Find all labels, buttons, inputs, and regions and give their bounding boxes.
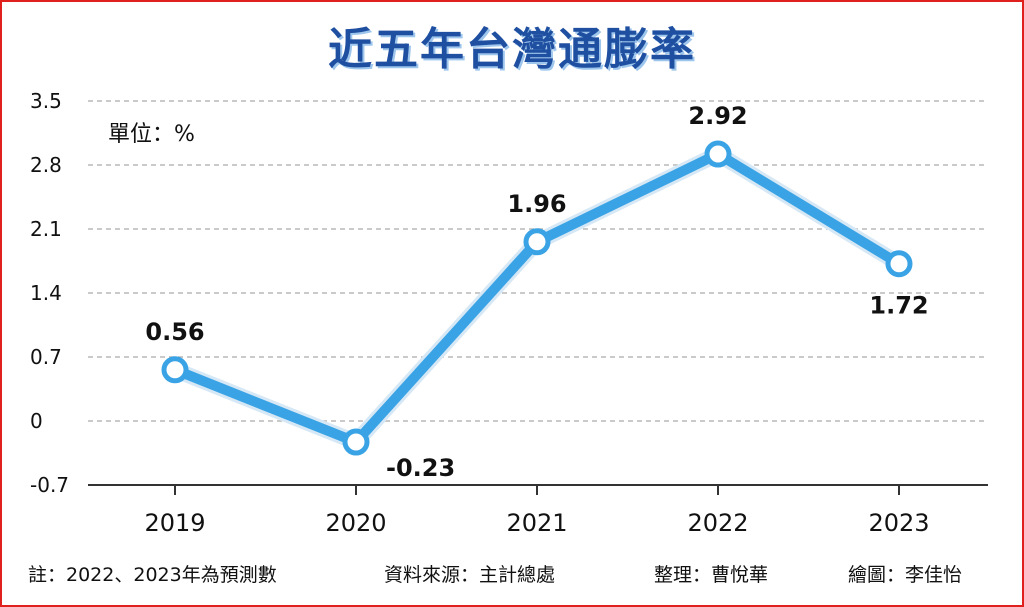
data-label: 2.92: [688, 102, 747, 130]
footer-illustrator: 繪圖：李佳怡: [848, 564, 963, 586]
y-tick-label: -0.7: [30, 473, 69, 497]
x-tick-labels: 2019 2020 2021 2022 2023: [144, 509, 929, 537]
footer-editor: 整理：曹悅華: [654, 564, 769, 586]
data-point: [342, 428, 370, 456]
data-label: 1.72: [869, 292, 928, 320]
gridlines: [88, 100, 988, 422]
data-point: [161, 356, 189, 384]
chart-title: 近五年台灣通膨率: [328, 24, 696, 75]
x-tick-label: 2021: [506, 509, 567, 537]
x-tick-label: 2023: [868, 509, 929, 537]
data-point: [704, 140, 732, 168]
x-tick-label: 2022: [687, 509, 748, 537]
unit-label: 單位：%: [108, 122, 195, 147]
y-tick-labels: 3.5 2.8 2.1 1.4 0.7 0 -0.7: [30, 89, 69, 497]
y-tick-label: 1.4: [30, 281, 62, 305]
data-point: [885, 250, 913, 278]
data-label: 1.96: [507, 190, 566, 218]
x-tick-label: 2020: [325, 509, 386, 537]
x-tick-label: 2019: [144, 509, 205, 537]
y-tick-label: 2.8: [30, 153, 62, 177]
y-tick-label: 0.7: [30, 345, 62, 369]
y-tick-label: 3.5: [30, 89, 62, 113]
y-tick-label: 0: [30, 409, 43, 433]
x-axis: [88, 484, 988, 495]
footer-note: 註：2022、2023年為預測數: [28, 564, 277, 586]
data-label: -0.23: [386, 454, 455, 482]
y-tick-label: 2.1: [30, 217, 62, 241]
data-point: [523, 228, 551, 256]
footer-source: 資料來源：主計總處: [384, 564, 556, 586]
data-label: 0.56: [145, 318, 204, 346]
data-labels: 0.56 -0.23 1.96 2.92 1.72: [145, 102, 928, 482]
data-points: [161, 140, 913, 456]
